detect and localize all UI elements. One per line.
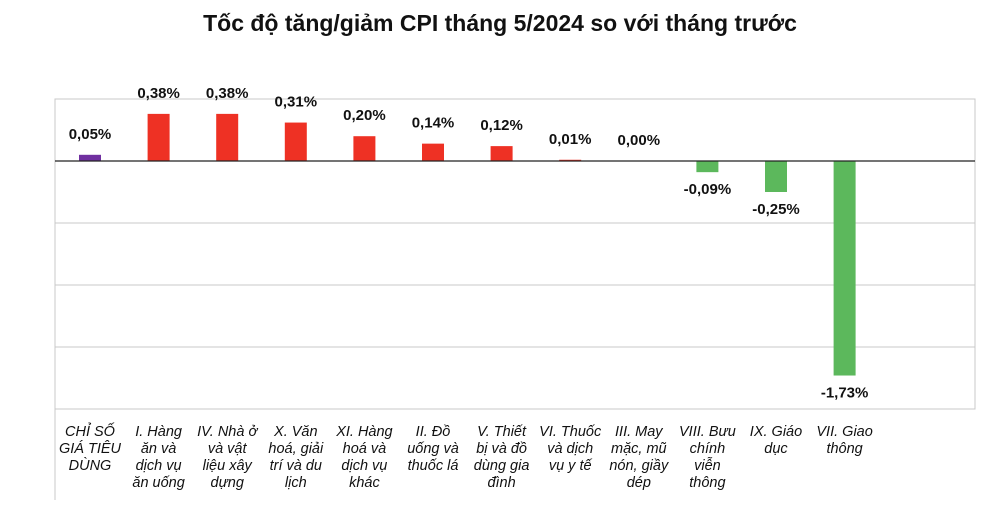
chart-title: Tốc độ tăng/giảm CPI tháng 5/2024 so với… (203, 10, 797, 36)
bar (79, 154, 101, 161)
category-label: III. May mặc, mũ nón, giầy dép (609, 424, 669, 491)
bar (353, 136, 376, 161)
bar (696, 161, 719, 173)
bar (284, 122, 307, 161)
data-label: 0,12% (480, 117, 523, 134)
data-label: 0,38% (137, 85, 180, 102)
data-label: -0,09% (684, 181, 732, 198)
category-label: II. Đồ uống và thuốc lá (407, 424, 459, 474)
data-label: -1,73% (821, 385, 869, 402)
data-label: 0,38% (206, 85, 249, 102)
bar (833, 161, 856, 376)
category-label: I. Hàng ăn và dịch vụ ăn uống (132, 424, 184, 491)
bar (147, 113, 170, 161)
data-label: -0,25% (752, 201, 800, 218)
bar (490, 146, 513, 161)
data-label: 0,31% (275, 94, 318, 111)
data-label: 0,00% (618, 132, 661, 149)
category-label: XI. Hàng hoá và dịch vụ khác (335, 424, 392, 491)
data-label: 0,05% (69, 126, 112, 143)
category-label: X. Văn hoá, giải trí và du lịch (268, 424, 324, 491)
data-label: 0,01% (549, 131, 592, 148)
category-label: CHỈ SỐ GIÁ TIÊU DÙNG (59, 422, 122, 474)
category-label: VIII. Bưu chính viễn thông (679, 424, 736, 491)
data-label: 0,14% (412, 115, 455, 132)
category-label: VII. Giao thông (816, 424, 872, 457)
category-label: VI. Thuốc và dịch vụ y tế (539, 424, 602, 474)
data-label: 0,20% (343, 107, 386, 124)
bar (765, 161, 787, 192)
bar (216, 113, 239, 161)
bar (422, 143, 444, 161)
category-label: IX. Giáo dục (750, 424, 802, 457)
category-label: V. Thiết bị và đồ dùng gia đình (474, 424, 530, 491)
category-label: IV. Nhà ở và vật liệu xây dựng (197, 424, 258, 491)
